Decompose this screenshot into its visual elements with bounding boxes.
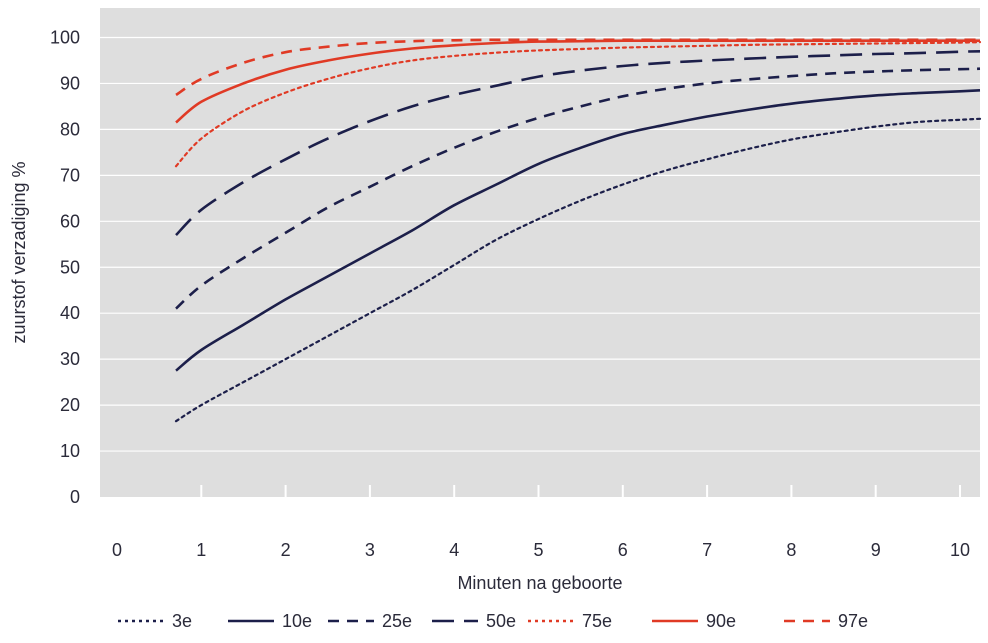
series-line-3e [174, 117, 982, 423]
legend-label-90e: 90e [706, 611, 736, 631]
x-tick-marks [200, 485, 961, 497]
x-tick-label: 0 [112, 540, 122, 560]
x-tick-label: 1 [196, 540, 206, 560]
legend-label-97e: 97e [838, 611, 868, 631]
x-tick-label: 5 [533, 540, 543, 560]
y-tick-label: 70 [60, 165, 80, 185]
legend-label-10e: 10e [282, 611, 312, 631]
x-tick-label: 2 [281, 540, 291, 560]
x-tick-label: 6 [618, 540, 628, 560]
y-tick-label: 50 [60, 257, 80, 277]
y-tick-label: 90 [60, 73, 80, 93]
y-tick-labels: 0 10 20 30 40 50 60 70 80 90 100 [50, 28, 80, 508]
series-line-50e [175, 50, 981, 237]
series-line-90e [175, 39, 980, 124]
x-tick-label: 4 [449, 540, 459, 560]
series-line-75e [174, 41, 982, 168]
x-tick-label: 7 [702, 540, 712, 560]
legend: 3e 10e 25e 50e 75e 90e 97e [118, 611, 868, 631]
series-lines [174, 38, 982, 423]
legend-label-25e: 25e [382, 611, 412, 631]
x-tick-label: 9 [871, 540, 881, 560]
x-tick-label: 10 [950, 540, 970, 560]
series-line-10e [175, 89, 981, 372]
grid-lines [100, 36, 980, 452]
x-tick-label: 3 [365, 540, 375, 560]
y-axis-title: zuurstof verzadiging % [9, 161, 29, 343]
plot-background [100, 8, 980, 497]
y-tick-label: 40 [60, 303, 80, 323]
y-tick-label: 100 [50, 28, 80, 48]
x-axis-title: Minuten na geboorte [457, 573, 622, 593]
legend-label-3e: 3e [172, 611, 192, 631]
y-tick-label: 0 [70, 487, 80, 507]
x-tick-labels: 0 1 2 3 4 5 6 7 8 9 10 [112, 540, 970, 560]
y-tick-label: 60 [60, 211, 80, 231]
y-tick-label: 20 [60, 395, 80, 415]
y-tick-label: 80 [60, 119, 80, 139]
legend-label-75e: 75e [582, 611, 612, 631]
y-tick-label: 30 [60, 349, 80, 369]
series-line-25e [175, 67, 981, 310]
legend-label-50e: 50e [486, 611, 516, 631]
x-tick-label: 8 [786, 540, 796, 560]
y-tick-label: 10 [60, 441, 80, 461]
